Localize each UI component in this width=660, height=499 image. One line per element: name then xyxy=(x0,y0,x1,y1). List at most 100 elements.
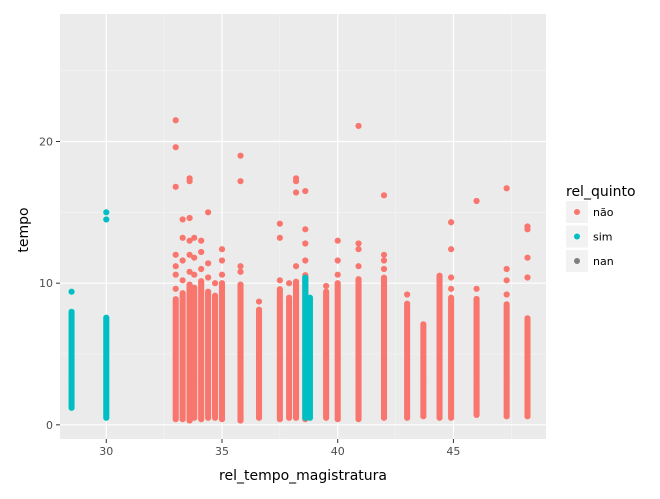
data-point xyxy=(380,251,388,258)
data-point xyxy=(276,220,283,227)
data-point xyxy=(302,240,309,247)
data-point xyxy=(186,214,193,222)
legend-label: sim xyxy=(593,231,613,244)
data-point xyxy=(276,286,283,293)
data-point xyxy=(334,271,341,278)
legend-label: não xyxy=(593,206,614,219)
data-point xyxy=(191,234,198,241)
legend-title: rel_quinto xyxy=(566,184,636,200)
data-point xyxy=(186,237,193,244)
data-point xyxy=(172,271,179,278)
x-tick-label: 35 xyxy=(215,445,229,458)
x-tick-label: 40 xyxy=(331,445,345,458)
data-point xyxy=(205,288,212,295)
data-point xyxy=(172,144,179,151)
data-point xyxy=(191,284,198,291)
data-point xyxy=(186,281,193,288)
data-point xyxy=(503,301,510,308)
data-point xyxy=(211,280,219,287)
data-point xyxy=(334,280,341,287)
data-point xyxy=(473,295,480,303)
data-point xyxy=(103,216,110,223)
data-point xyxy=(323,282,330,290)
data-point xyxy=(191,271,198,278)
data-point xyxy=(172,296,179,303)
data-point xyxy=(380,265,388,273)
data-point xyxy=(404,300,411,307)
data-point xyxy=(186,251,193,258)
data-point xyxy=(179,277,186,284)
data-point xyxy=(503,291,510,298)
x-tick-label: 45 xyxy=(446,445,460,458)
data-point xyxy=(448,294,455,301)
data-point xyxy=(179,234,186,241)
data-point xyxy=(355,240,362,247)
legend-key-sim xyxy=(574,233,580,240)
data-point xyxy=(448,285,455,292)
data-point xyxy=(179,290,186,297)
data-point xyxy=(473,197,480,205)
data-point xyxy=(68,308,75,315)
data-point xyxy=(276,277,283,284)
data-point xyxy=(380,274,388,281)
data-point xyxy=(355,246,362,253)
data-point xyxy=(237,263,244,270)
data-point xyxy=(292,175,300,182)
data-point xyxy=(323,288,330,295)
data-point xyxy=(198,278,205,285)
data-point xyxy=(448,274,455,281)
data-point xyxy=(524,274,531,281)
data-point xyxy=(237,152,244,159)
y-tick-label: 20 xyxy=(39,136,53,149)
x-tick-label: 30 xyxy=(99,445,113,458)
data-point xyxy=(286,280,293,287)
data-point xyxy=(237,281,244,288)
data-point xyxy=(237,178,244,185)
data-point xyxy=(420,321,427,328)
data-point xyxy=(179,216,186,223)
legend-label: nan xyxy=(593,255,614,268)
legend-key-nan xyxy=(574,258,580,264)
data-point xyxy=(503,185,510,192)
data-point xyxy=(172,285,179,292)
legend: rel_quinto não sim nan xyxy=(566,184,636,272)
data-point xyxy=(218,257,226,264)
data-point xyxy=(218,271,226,278)
data-points xyxy=(68,117,531,424)
legend-key-não xyxy=(574,209,580,215)
data-point xyxy=(68,288,75,295)
data-point xyxy=(334,257,341,264)
data-point xyxy=(255,298,263,305)
data-point xyxy=(355,276,362,283)
data-point xyxy=(436,272,443,279)
data-point xyxy=(172,251,179,258)
data-point xyxy=(198,237,205,244)
data-point xyxy=(302,257,309,264)
data-point xyxy=(205,274,212,281)
y-axis: 0 10 20 xyxy=(39,136,60,432)
data-point xyxy=(198,265,205,273)
data-point xyxy=(292,278,300,285)
x-axis: 30 35 40 45 xyxy=(99,439,460,458)
y-axis-title: tempo xyxy=(16,207,32,252)
data-point xyxy=(503,277,510,284)
data-point xyxy=(198,248,205,256)
x-axis-title: rel_tempo_magistratura xyxy=(219,468,387,484)
data-point xyxy=(172,183,179,190)
data-point xyxy=(211,292,219,299)
data-point xyxy=(524,223,531,230)
data-point xyxy=(306,294,314,301)
data-point xyxy=(191,254,198,261)
data-point xyxy=(292,263,300,270)
data-point xyxy=(448,246,455,253)
data-point xyxy=(473,285,480,292)
data-point xyxy=(334,237,341,244)
data-point xyxy=(524,315,531,322)
data-point xyxy=(218,280,226,287)
data-point xyxy=(355,263,362,270)
data-point xyxy=(172,117,179,124)
data-point xyxy=(186,268,193,275)
y-tick-label: 0 xyxy=(46,419,53,432)
data-point xyxy=(355,122,362,130)
